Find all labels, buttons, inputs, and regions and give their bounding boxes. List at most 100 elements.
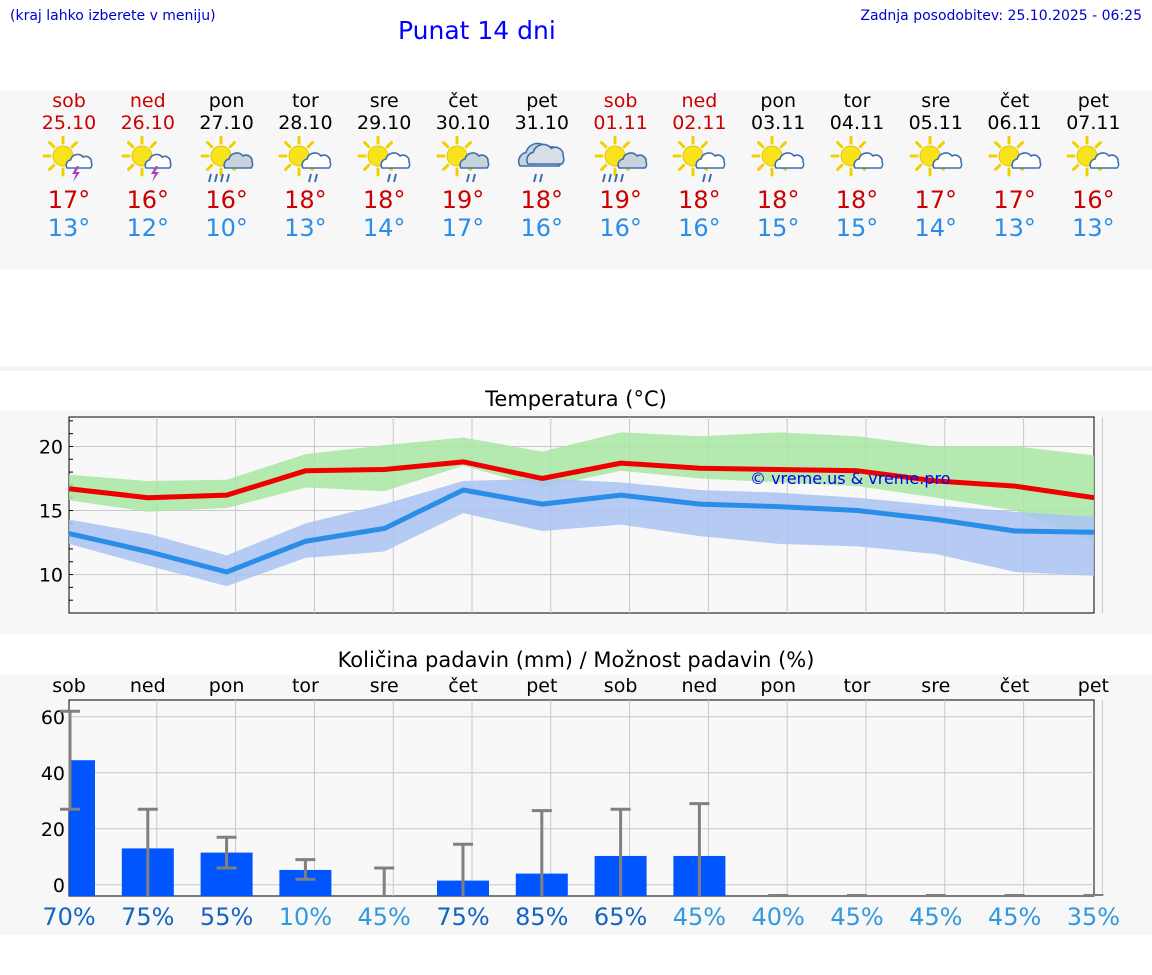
sun-cloud-icon [988, 136, 1041, 177]
day-name: sob [52, 90, 86, 112]
forecast-day: ned 02.11 18° 16° [659, 90, 739, 242]
max-temperature: 18° [362, 186, 406, 214]
forecast-day: sre 05.11 17° 14° [896, 90, 976, 242]
max-temperature-line [68, 459, 1095, 501]
precip-day-label: sre [921, 675, 951, 697]
y-tick-label: 15 [39, 501, 63, 523]
day-name: sre [369, 90, 399, 112]
min-temperature: 15° [756, 214, 800, 242]
day-name: pet [1077, 90, 1109, 112]
max-temperature: 18° [756, 186, 800, 214]
max-temperature: 19° [599, 186, 642, 214]
precip-chance-label: 45% [909, 903, 963, 931]
day-date: 01.11 [593, 112, 648, 134]
y-tick-label: 0 [53, 875, 65, 897]
day-date: 25.10 [41, 112, 97, 134]
sun-thunderstorm-icon [121, 136, 172, 182]
forecast-day: pon 03.11 18° 15° [738, 90, 818, 242]
y-tick-label: 10 [39, 565, 63, 587]
forecast-day: tor 28.10 18° 13° [265, 90, 345, 242]
precip-chance-label: 35% [1066, 903, 1121, 931]
precip-chance-label: 65% [593, 903, 648, 931]
day-date: 26.10 [120, 112, 175, 134]
precip-chance-label: 45% [830, 903, 884, 931]
min-temperature-line [68, 487, 1095, 575]
precipitation-chart-title: Količina padavin (mm) / Možnost padavin … [337, 648, 815, 672]
page-title: Punat 14 dni [398, 16, 556, 45]
cloudy-rain-icon [517, 142, 565, 183]
precip-day-label: pet [526, 675, 558, 697]
max-temperature: 16° [205, 186, 248, 214]
day-date: 31.10 [514, 112, 569, 134]
min-temperature: 16° [678, 214, 721, 242]
precip-day-label: pon [760, 675, 797, 697]
precip-chance-label: 45% [987, 903, 1042, 931]
sun-grey-cloud-rain-icon [436, 136, 490, 183]
temperature-chart: 10 15 20 © vreme.us & vreme.pro [39, 416, 1103, 614]
forecast-day: pet 31.10 18° 16° [502, 90, 582, 242]
min-temperature-band [69, 478, 1094, 587]
min-temperature: 12° [126, 214, 170, 242]
sun-cloud-icon [751, 136, 805, 177]
day-date: 07.11 [1066, 112, 1121, 134]
day-name: tor [843, 90, 871, 112]
sun-thunderstorm-icon [42, 136, 93, 182]
day-name: tor [291, 90, 319, 112]
day-name: ned [681, 90, 718, 112]
precip-day-label: ned [129, 675, 166, 697]
precip-chance-label: 55% [199, 903, 254, 931]
max-temperature: 17° [914, 186, 958, 214]
precip-chance-label: 45% [357, 903, 411, 931]
forecast-day: sob 01.11 19° 16° [581, 90, 661, 242]
min-temperature: 13° [284, 214, 327, 242]
location-menu-hint[interactable]: (kraj lahko izberete v meniju) [10, 8, 216, 24]
day-name: ned [129, 90, 166, 112]
y-tick-label: 60 [41, 707, 65, 729]
precipitation-day-labels: sob ned pon tor sre čet pet sob ned pon tor sre čet p… [0, 675, 1152, 699]
day-date: 27.10 [199, 112, 254, 134]
precip-day-label: sob [603, 675, 638, 697]
day-name: sre [921, 90, 951, 112]
precip-day-label: tor [291, 675, 319, 697]
precipitation-chance-row: 70% 75% 55% 10% 45% 75% 85% 65% 45% 40% 45% 45% 45% 3… [0, 903, 1152, 935]
max-temperature: 17° [993, 186, 1036, 214]
day-name: čet [999, 90, 1030, 112]
precip-chance-label: 40% [751, 903, 805, 931]
max-temperature-band [69, 432, 1094, 542]
y-tick-label: 40 [41, 763, 65, 785]
max-temperature: 19° [441, 186, 485, 214]
precip-chance-label: 10% [278, 903, 333, 931]
min-temperature: 16° [599, 214, 642, 242]
sun-cloud-icon [909, 136, 963, 177]
day-name: pet [526, 90, 558, 112]
y-tick-label: 20 [41, 819, 65, 841]
precip-chance-label: 85% [515, 903, 569, 931]
day-date: 03.11 [750, 112, 806, 134]
precip-day-label: sob [52, 675, 86, 697]
min-temperature: 13° [993, 214, 1036, 242]
precip-day-label: sre [369, 675, 399, 697]
day-date: 02.11 [672, 112, 727, 134]
precip-chance-label: 45% [672, 903, 727, 931]
temperature-chart-title: Temperatura (°C) [485, 387, 667, 411]
precip-chance-label: 75% [121, 903, 175, 931]
min-temperature: 14° [914, 214, 958, 242]
precip-day-label: pet [1077, 675, 1109, 697]
precip-day-label: pon [208, 675, 245, 697]
sun-cloud-heavy-rain-icon [200, 136, 253, 183]
forecast-day: čet 30.10 19° 17° [423, 90, 503, 242]
day-name: pon [760, 90, 797, 112]
precip-day-label: čet [999, 675, 1030, 697]
day-name: čet [448, 90, 478, 112]
day-date: 30.10 [435, 112, 491, 134]
forecast-day: pon 27.10 16° 10° [187, 90, 267, 242]
sun-cloud-heavy-rain-icon [594, 136, 647, 183]
day-name: pon [208, 90, 245, 112]
sun-cloud-rain-icon [672, 136, 726, 183]
min-temperature: 14° [362, 214, 406, 242]
precip-day-label: tor [843, 675, 871, 697]
y-tick-label: 20 [39, 436, 63, 458]
max-temperature: 17° [47, 186, 91, 214]
min-temperature: 17° [441, 214, 485, 242]
forecast-band [0, 90, 1152, 270]
